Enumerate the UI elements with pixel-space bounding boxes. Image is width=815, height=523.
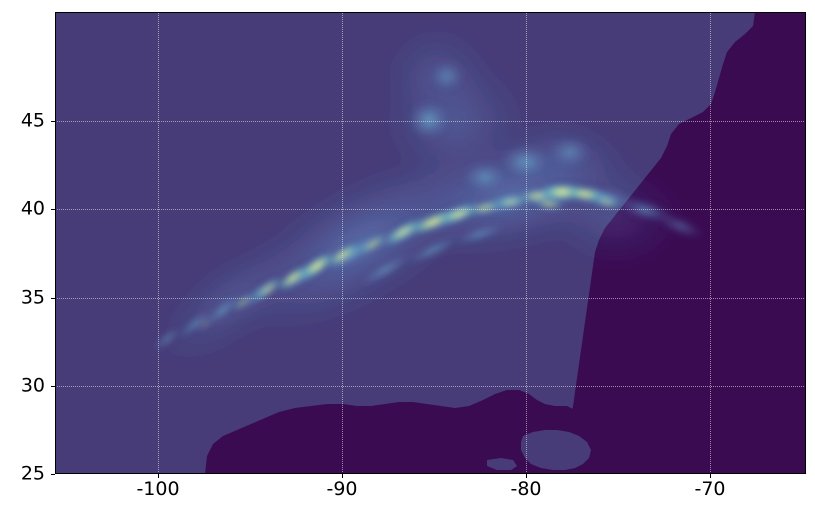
florida-peninsula-region — [521, 430, 591, 470]
peak-density-cores — [197, 184, 621, 331]
ytick-label-3: 40 — [20, 197, 45, 220]
ytick-mark-2 — [51, 298, 55, 299]
ytick-mark-0 — [51, 474, 55, 475]
gulf-of-mexico-region — [205, 390, 579, 474]
ytick-mark-3 — [51, 209, 55, 210]
ytick-label-4: 45 — [20, 109, 45, 132]
ytick-label-1: 30 — [20, 374, 45, 397]
ytick-label-0: 25 — [20, 462, 45, 485]
ytick-label-2: 35 — [20, 286, 45, 309]
land-ocean-mask-layer — [205, 12, 806, 474]
small-island-region — [552, 452, 569, 462]
xtick-label-0: -100 — [136, 478, 180, 500]
ytick-mark-1 — [51, 386, 55, 387]
xtick-label-2: -80 — [510, 478, 542, 500]
xtick-mark-3 — [710, 474, 711, 478]
xtick-mark-1 — [342, 474, 343, 478]
xtick-label-3: -70 — [694, 478, 726, 500]
xtick-mark-2 — [526, 474, 527, 478]
xtick-label-1: -90 — [326, 478, 358, 500]
density-heatmap-layer — [151, 22, 705, 369]
xtick-mark-0 — [158, 474, 159, 478]
ytick-mark-4 — [51, 121, 55, 122]
atlantic-ocean-region — [563, 12, 806, 474]
florida-keys-region — [487, 458, 517, 470]
heatmap-plot-area[interactable] — [55, 12, 806, 474]
